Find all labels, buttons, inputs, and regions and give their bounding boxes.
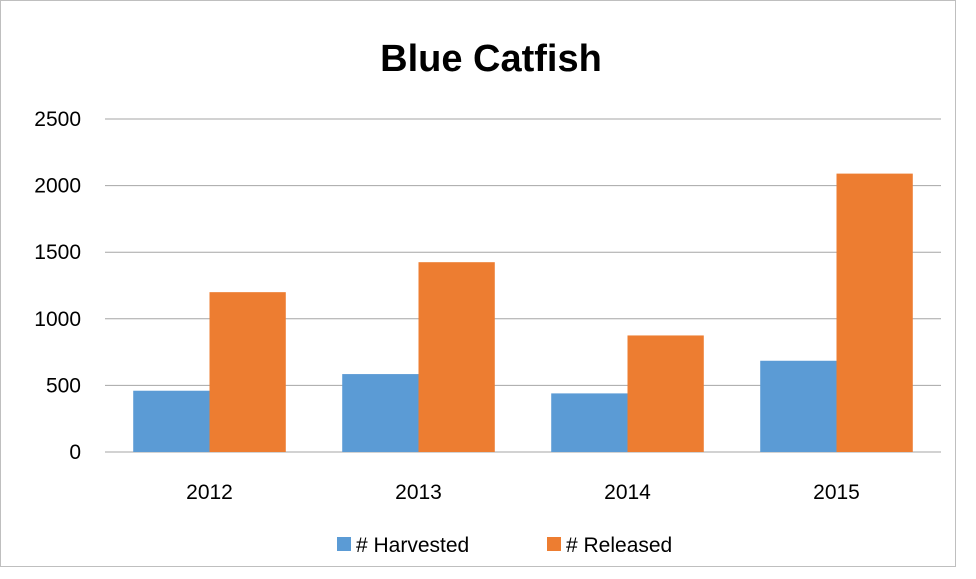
x-tick-label: 2014 [604,481,651,504]
y-tick-label: 2500 [34,108,81,131]
bar-released-2014 [628,335,704,452]
bar-harvested-2012 [133,391,209,452]
x-axis-ticks: 2012 2013 2014 2015 [186,481,860,504]
chart-frame: Blue Catfish 0 500 1000 1500 2000 2500 2012 20… [0,0,956,567]
legend-label-released: # Released [566,534,672,557]
legend: # Harvested # Released [337,534,672,557]
legend-swatch-harvested [337,537,351,551]
bar-released-2015 [837,174,913,452]
x-tick-label: 2012 [186,481,233,504]
bar-harvested-2014 [551,393,627,452]
y-tick-label: 1000 [34,308,81,331]
y-tick-label: 2000 [34,175,81,198]
y-tick-label: 500 [46,374,81,397]
y-tick-label: 1500 [34,241,81,264]
bar-harvested-2015 [760,361,836,452]
y-axis-ticks: 0 500 1000 1500 2000 2500 [34,108,81,464]
legend-label-harvested: # Harvested [356,534,469,557]
bar-released-2012 [210,292,286,452]
x-tick-label: 2013 [395,481,442,504]
x-tick-label: 2015 [813,481,860,504]
bar-harvested-2013 [342,374,418,452]
bars [133,174,913,452]
y-tick-label: 0 [69,441,81,464]
bar-released-2013 [419,262,495,452]
chart-title: Blue Catfish [380,38,602,80]
legend-swatch-released [547,537,561,551]
